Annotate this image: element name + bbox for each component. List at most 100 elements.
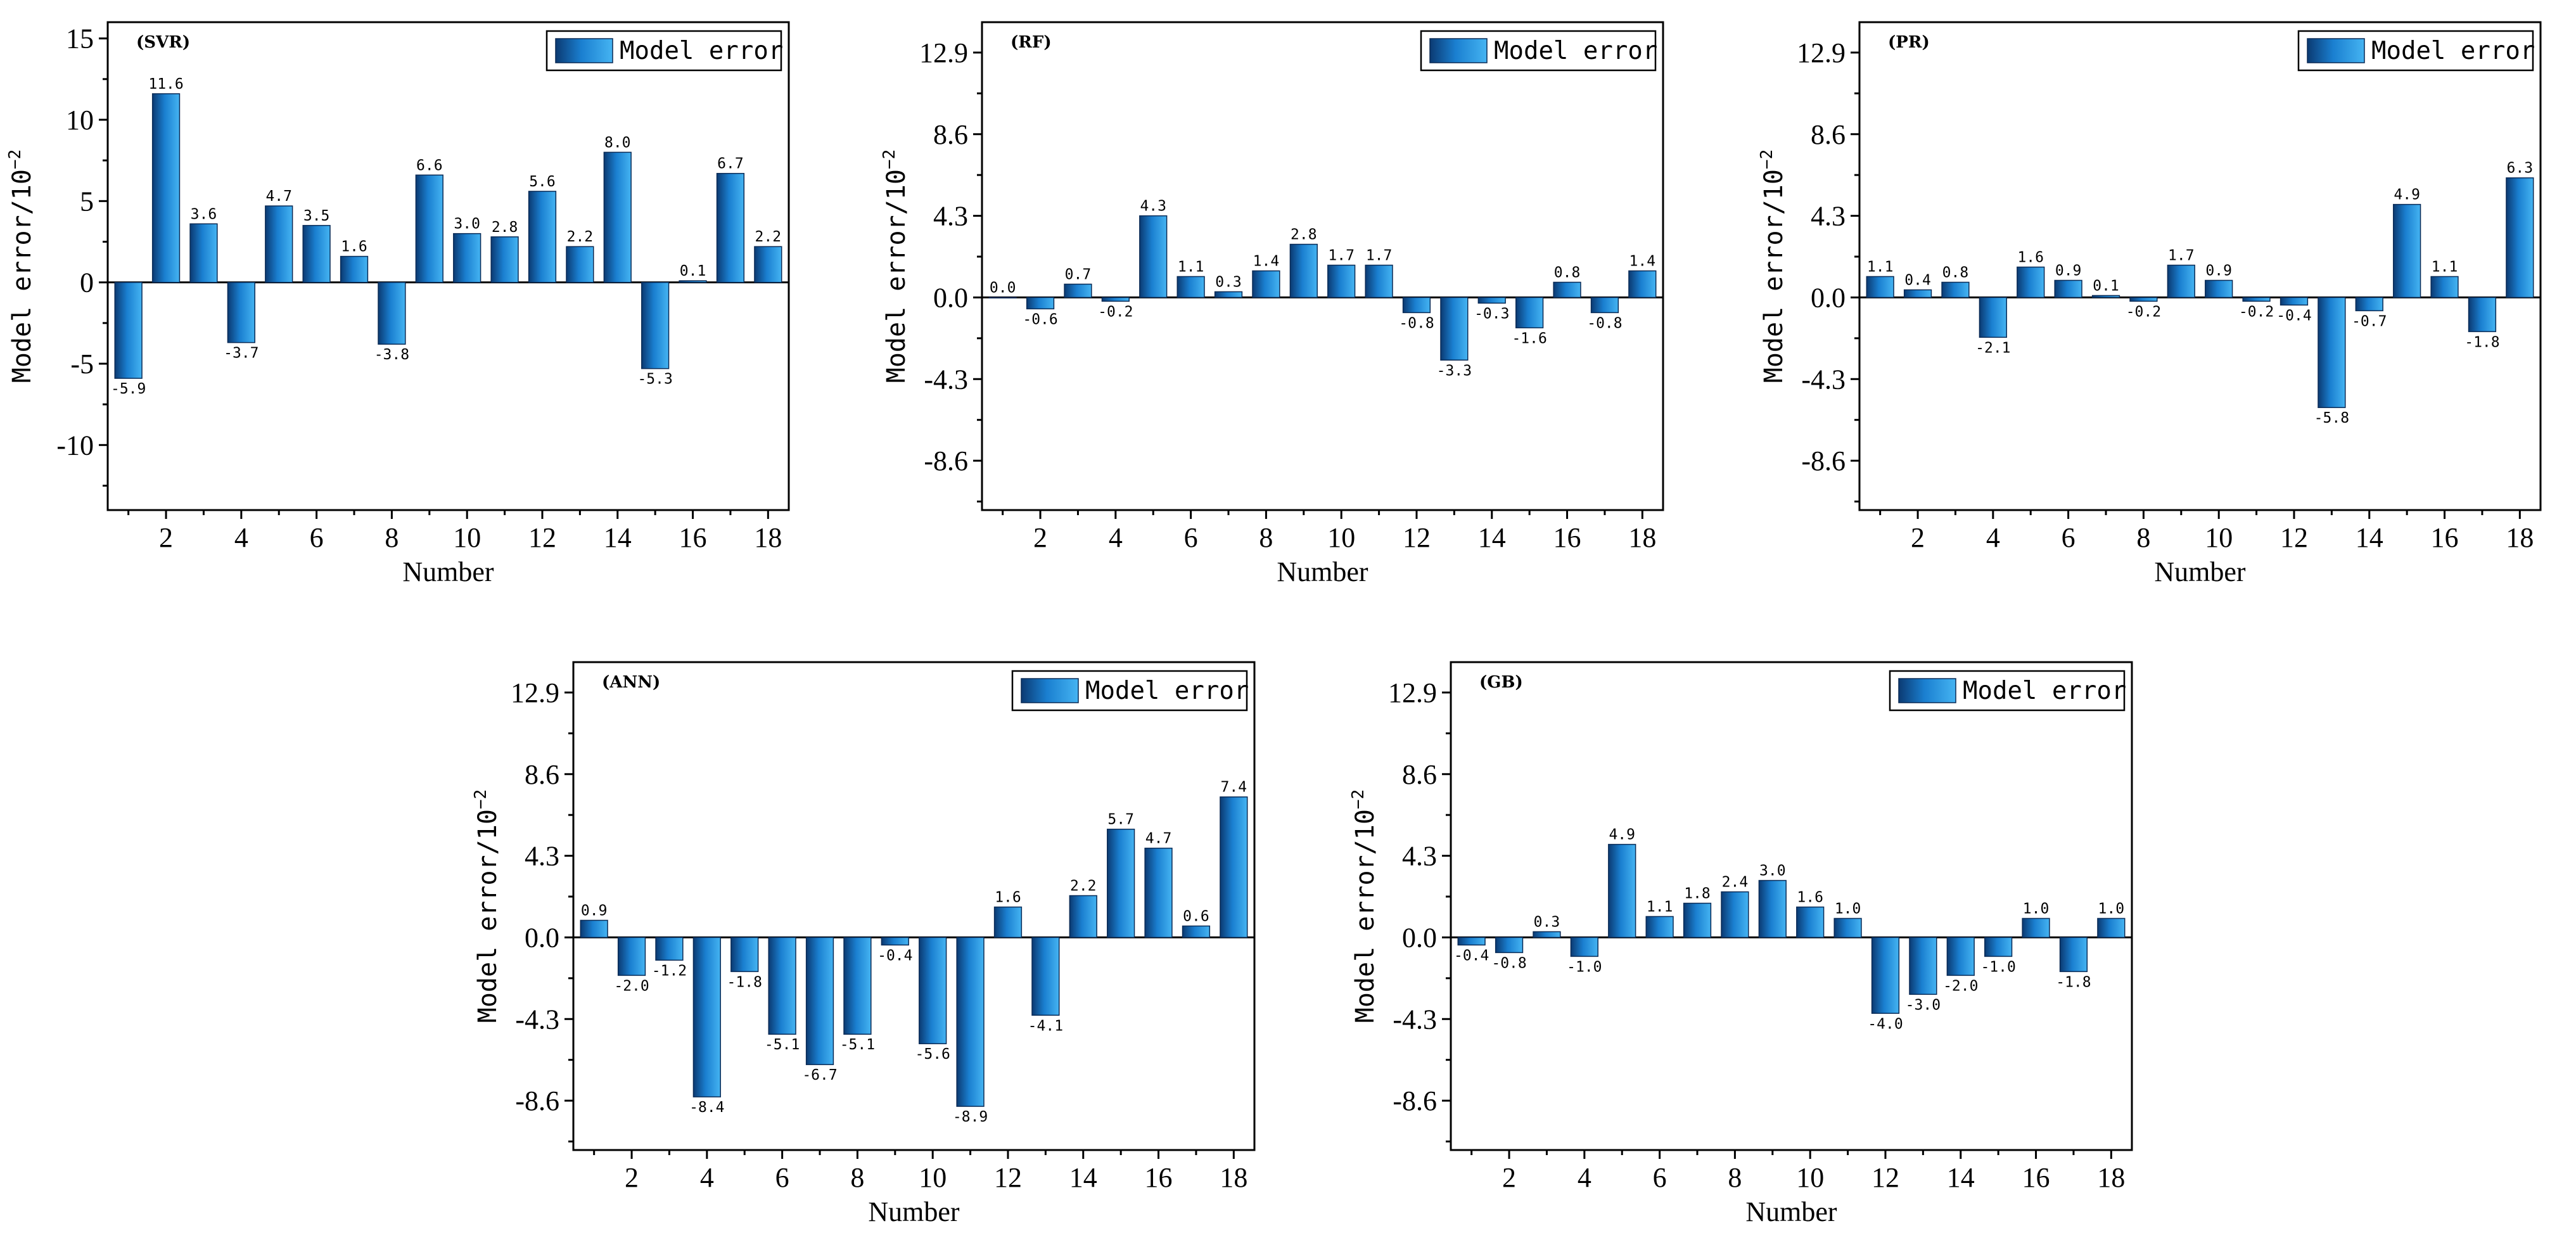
x-tick-label: 6 [1653, 1162, 1667, 1193]
data-label-1: 0.0 [990, 279, 1016, 296]
bar-14 [1946, 936, 1975, 976]
data-label-5: 1.6 [2017, 249, 2044, 265]
bar-3 [189, 223, 218, 283]
x-tick-label: 12 [1871, 1162, 1899, 1193]
bar-7 [2091, 295, 2120, 298]
x-axis-title: Number [1745, 1196, 1837, 1227]
bar-3 [1533, 931, 1561, 938]
x-tick-label: 18 [2097, 1162, 2125, 1193]
y-tick-label: 12.9 [1797, 37, 1846, 68]
legend-label: Model error [620, 37, 783, 65]
bar-5 [2017, 266, 2045, 298]
data-label-7: 1.8 [1684, 886, 1711, 902]
data-label-14: -0.3 [1474, 305, 1509, 322]
data-label-8: -0.2 [2126, 304, 2161, 320]
x-tick-label: 4 [1986, 522, 2000, 553]
bar-15 [1984, 936, 2013, 957]
data-label-16: 0.8 [1554, 264, 1581, 281]
bar-13 [1031, 936, 1060, 1016]
x-tick-label: 16 [1553, 522, 1581, 553]
x-axis-title: Number [1277, 556, 1368, 587]
y-axis-title: Model error/10−2 [6, 150, 37, 383]
data-label-13: -3.3 [1437, 362, 1472, 379]
legend-swatch [555, 38, 613, 63]
data-label-1: -5.9 [111, 381, 146, 397]
y-tick-label: 15 [66, 23, 94, 54]
data-label-8: 2.4 [1722, 874, 1749, 891]
panel-label-gb: (GB) [1479, 673, 1523, 692]
data-label-13: -5.8 [2314, 410, 2349, 426]
y-axis-title: Model error/10−2 [471, 789, 502, 1023]
bar-6 [1645, 916, 1674, 938]
data-label-2: -0.8 [1491, 955, 1526, 971]
x-tick-label: 16 [2022, 1162, 2050, 1193]
bar-7 [805, 936, 834, 1065]
data-label-18: 1.0 [2098, 900, 2125, 917]
bar-2 [617, 936, 646, 976]
legend-label: Model error [2371, 37, 2535, 65]
x-tick-label: 12 [994, 1162, 1022, 1193]
y-tick-label: -5 [70, 348, 94, 380]
data-label-3: 3.6 [191, 206, 217, 222]
x-tick-label: 4 [1578, 1162, 1591, 1193]
y-tick-label: -10 [56, 430, 94, 461]
bar-2 [1495, 936, 1524, 954]
chart-pr: -8.6 -4.3 0.0 4.3 8.6 12.9 2 4 6 8 10 12 14 16 18 1.1 0.… [1757, 21, 2542, 587]
data-label-5: 4.9 [1609, 827, 1635, 843]
bar-7 [1683, 902, 1712, 938]
y-axis-title: Model error/10−2 [1757, 150, 1789, 383]
bar-8 [2129, 297, 2158, 302]
bar-17 [2059, 936, 2088, 973]
bar-3 [1064, 283, 1092, 298]
y-tick-label: 12.9 [1388, 677, 1437, 708]
data-label-2: -2.0 [614, 978, 649, 994]
data-label-13: -4.1 [1028, 1018, 1063, 1034]
data-label-14: -2.0 [1943, 978, 1978, 994]
bar-1 [1866, 276, 1894, 298]
x-tick-label: 2 [625, 1162, 639, 1193]
data-label-17: -1.8 [2056, 974, 2091, 990]
data-label-3: 0.3 [1534, 914, 1560, 930]
x-tick-label: 6 [2062, 522, 2075, 553]
bar-16 [2430, 276, 2459, 298]
bar-12 [1402, 297, 1431, 314]
y-tick-label: 8.6 [525, 759, 559, 790]
data-label-15: 5.7 [1107, 812, 1134, 828]
data-label-18: 6.3 [2507, 160, 2534, 177]
bar-18 [2097, 917, 2126, 938]
data-label-4: -0.2 [1098, 304, 1133, 320]
x-tick-label: 2 [1911, 522, 1925, 553]
bar-11 [1365, 264, 1393, 298]
data-label-9: 6.6 [416, 157, 443, 174]
bar-9 [1289, 243, 1318, 298]
bar-16 [2022, 917, 2050, 938]
bar-17 [1590, 297, 1619, 314]
y-tick-label: -4.3 [924, 364, 968, 395]
data-label-6: 1.1 [1647, 898, 1673, 915]
y-tick-label: 4.3 [933, 201, 968, 232]
x-tick-label: 6 [775, 1162, 789, 1193]
data-label-12: -0.8 [1399, 315, 1434, 331]
bar-1 [580, 919, 608, 938]
bar-18 [2506, 177, 2534, 298]
data-label-12: -0.4 [2276, 307, 2311, 324]
bar-6 [768, 936, 796, 1035]
bar-14 [603, 151, 632, 283]
data-label-14: -0.7 [2352, 313, 2387, 329]
bar-15 [1107, 828, 1135, 938]
data-label-9: -0.4 [877, 947, 912, 964]
x-tick-label: 14 [1478, 522, 1506, 553]
data-label-7: 1.6 [341, 239, 367, 255]
y-tick-label: 8.6 [1402, 759, 1437, 790]
bar-9 [881, 936, 909, 946]
legend-label: Model error [1085, 677, 1249, 705]
y-tick-label: 0.0 [1402, 922, 1437, 953]
bar-5 [265, 205, 293, 283]
data-label-15: 4.9 [2394, 187, 2420, 203]
bar-10 [453, 233, 481, 283]
x-tick-label: 10 [1796, 1162, 1824, 1193]
plot-frame [981, 21, 1664, 511]
x-tick-label: 12 [2280, 522, 2308, 553]
x-tick-label: 10 [2205, 522, 2233, 553]
bar-12 [1871, 936, 1900, 1014]
